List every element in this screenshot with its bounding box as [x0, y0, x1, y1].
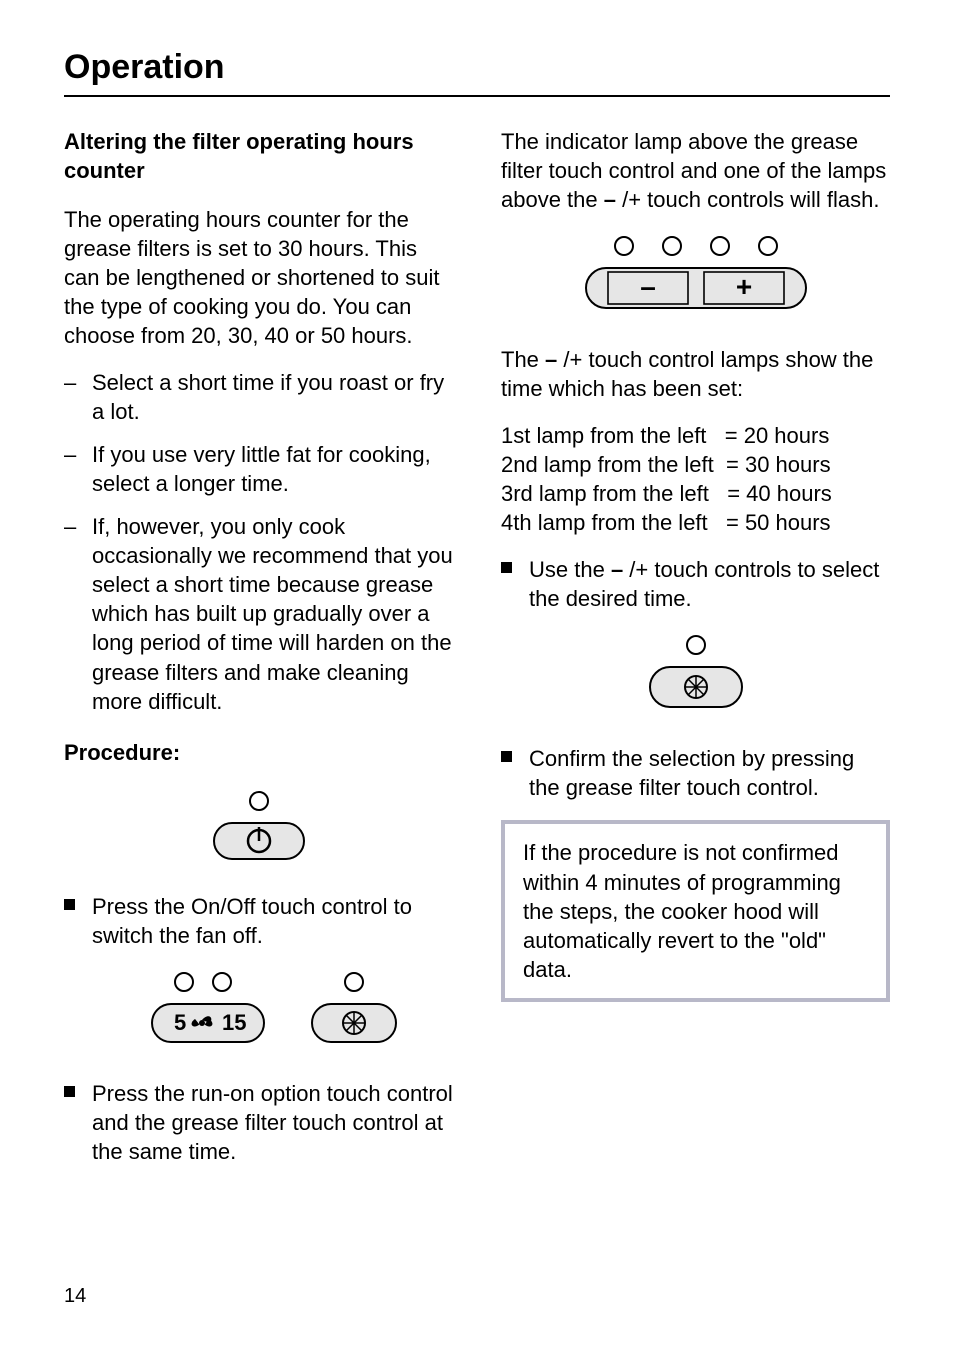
right-column: The indicator lamp above the grease filt… — [501, 127, 890, 1184]
bold-minus: – — [545, 347, 557, 372]
procedure-list-1: Press the On/Off touch control to switch… — [64, 892, 453, 950]
intro-paragraph: The operating hours counter for the grea… — [64, 205, 453, 350]
svg-text:–: – — [640, 271, 656, 302]
bold-minus: – — [604, 187, 616, 212]
right-intro: The indicator lamp above the grease filt… — [501, 127, 890, 214]
lamps-intro: The – /+ touch control lamps show the ti… — [501, 345, 890, 403]
figure-onoff — [64, 787, 453, 872]
figure-runon-grease: 5 15 — [64, 968, 453, 1057]
figure-grease-confirm — [501, 631, 890, 724]
lamp-label: 1st lamp from the left — [501, 421, 725, 450]
lamp-mapping-list: 1st lamp from the left = 20 hours 2nd la… — [501, 421, 890, 537]
plus-minus-icon: – + — [566, 232, 826, 318]
procedure-step: Confirm the selection by pressing the gr… — [501, 744, 890, 802]
lamp-row: 4th lamp from the left = 50 hours — [501, 508, 890, 537]
manual-page: Operation Altering the filter operating … — [0, 0, 954, 1352]
lamp-value: = 20 hours — [725, 421, 830, 450]
procedure-step: Press the run-on option touch control an… — [64, 1079, 453, 1166]
procedure-step: Press the On/Off touch control to switch… — [64, 892, 453, 950]
text-run: The — [501, 347, 545, 372]
dash-list-item: Select a short time if you roast or fry … — [64, 368, 453, 426]
note-box: If the procedure is not confirmed within… — [501, 820, 890, 1001]
procedure-list-2: Press the run-on option touch control an… — [64, 1079, 453, 1166]
grease-confirm-icon — [636, 631, 756, 717]
left-column: Altering the filter operating hours coun… — [64, 127, 453, 1184]
lamp-label: 4th lamp from the left — [501, 508, 726, 537]
lamp-label: 2nd lamp from the left — [501, 450, 726, 479]
dash-list-item: If, however, you only cook occasionally … — [64, 512, 453, 715]
bold-minus: – — [611, 557, 623, 582]
runon-left-label: 5 — [174, 1010, 186, 1035]
lamp-row: 2nd lamp from the left = 30 hours — [501, 450, 890, 479]
figure-plus-minus: – + — [501, 232, 890, 325]
lamp-row: 3rd lamp from the left = 40 hours — [501, 479, 890, 508]
svg-text:+: + — [735, 271, 751, 302]
dash-list: Select a short time if you roast or fry … — [64, 368, 453, 715]
note-text: If the procedure is not confirmed within… — [523, 840, 841, 981]
procedure-list-4: Confirm the selection by pressing the gr… — [501, 744, 890, 802]
page-number: 14 — [64, 1285, 86, 1308]
text-run: /+ touch controls will flash. — [616, 187, 880, 212]
section-subhead: Altering the filter operating hours coun… — [64, 127, 453, 185]
dash-list-item: If you use very little fat for cooking, … — [64, 440, 453, 498]
lamp-value: = 50 hours — [726, 508, 831, 537]
onoff-icon — [204, 787, 314, 865]
page-title: Operation — [64, 48, 890, 87]
lamp-value: = 40 hours — [727, 479, 832, 508]
runon-grease-icon: 5 15 — [144, 968, 424, 1050]
two-column-layout: Altering the filter operating hours coun… — [64, 127, 890, 1184]
lamp-value: = 30 hours — [726, 450, 831, 479]
lamp-row: 1st lamp from the left = 20 hours — [501, 421, 890, 450]
text-run: Use the — [529, 557, 611, 582]
runon-right-label: 15 — [222, 1010, 246, 1035]
procedure-heading: Procedure: — [64, 738, 453, 767]
title-rule — [64, 95, 890, 97]
procedure-list-3: Use the – /+ touch controls to select th… — [501, 555, 890, 613]
lamp-label: 3rd lamp from the left — [501, 479, 727, 508]
procedure-step: Use the – /+ touch controls to select th… — [501, 555, 890, 613]
text-run: /+ touch control lamps show the time whi… — [501, 347, 873, 401]
